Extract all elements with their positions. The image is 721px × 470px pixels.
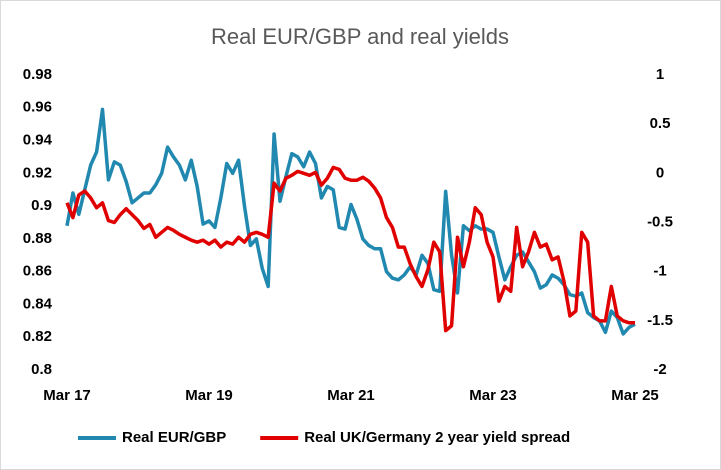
y2-tick-label: 0.5 bbox=[650, 115, 671, 132]
legend-label: Real UK/Germany 2 year yield spread bbox=[304, 429, 570, 446]
y-tick-label: 0.88 bbox=[23, 230, 52, 247]
series-line bbox=[65, 107, 636, 336]
y2-tick-label: -2 bbox=[653, 361, 666, 378]
y-tick-label: 0.86 bbox=[23, 263, 52, 280]
y-tick-label: 0.92 bbox=[23, 164, 52, 181]
y2-tick-label: 0 bbox=[656, 164, 664, 181]
x-tick-label: Mar 25 bbox=[611, 387, 659, 404]
x-tick-label: Mar 21 bbox=[327, 387, 375, 404]
chart-title: Real EUR/GBP and real yields bbox=[211, 24, 509, 49]
y2-tick-label: -1.5 bbox=[647, 312, 673, 329]
y2-tick-label: 1 bbox=[656, 66, 664, 83]
y2-tick-label: -1 bbox=[653, 263, 666, 280]
legend-label: Real EUR/GBP bbox=[122, 429, 226, 446]
y-tick-label: 0.9 bbox=[31, 197, 52, 214]
y-tick-label: 0.94 bbox=[23, 132, 53, 149]
y-tick-label: 0.8 bbox=[31, 361, 52, 378]
y-tick-label: 0.98 bbox=[23, 66, 52, 83]
y-tick-label: 0.96 bbox=[23, 99, 52, 116]
y-tick-label: 0.82 bbox=[23, 328, 52, 345]
y2-tick-label: -0.5 bbox=[647, 213, 673, 230]
x-tick-label: Mar 17 bbox=[43, 387, 91, 404]
x-tick-label: Mar 19 bbox=[185, 387, 233, 404]
y-tick-label: 0.84 bbox=[23, 295, 53, 312]
x-tick-label: Mar 23 bbox=[469, 387, 517, 404]
series-line bbox=[65, 165, 635, 333]
